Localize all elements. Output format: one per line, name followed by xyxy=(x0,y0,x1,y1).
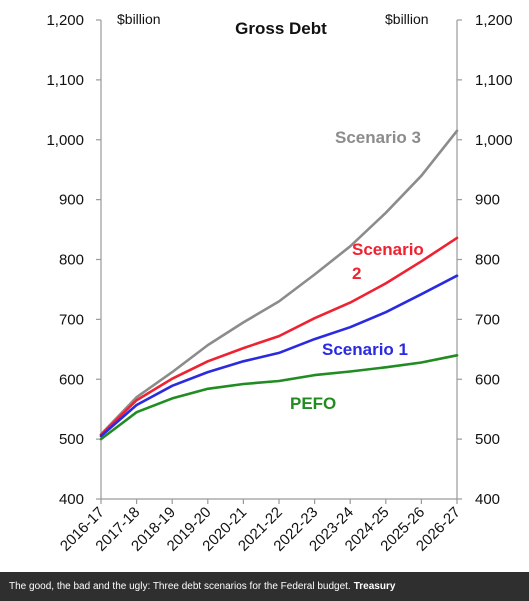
chart-title: Gross Debt xyxy=(235,19,327,38)
series-line-pefo xyxy=(99,353,459,441)
right-y-tick-label: 800 xyxy=(475,252,500,269)
caption-text: The good, the bad and the ugly: Three de… xyxy=(0,581,395,592)
left-y-tick-label: 400 xyxy=(59,491,84,508)
right-y-tick-label: 400 xyxy=(475,491,500,508)
right-axis-unit-label: $billion xyxy=(385,11,429,27)
left-y-tick-label: 600 xyxy=(59,371,84,388)
series-line-scenario-1 xyxy=(99,274,459,438)
series-lines xyxy=(99,129,459,441)
gross-debt-line-chart: 400 400 500 500 600 600 700 700 800 800 900 900 1,00… xyxy=(46,11,513,555)
left-y-tick-label: 1,100 xyxy=(46,72,84,89)
right-y-tick-label: 600 xyxy=(475,371,500,388)
series-label: Scenario 3 xyxy=(335,128,421,147)
left-y-tick-label: 1,200 xyxy=(46,12,84,29)
left-y-tick-label: 700 xyxy=(59,311,84,328)
right-y-tick-label: 500 xyxy=(475,431,500,448)
series-label: Scenario xyxy=(352,240,424,259)
right-y-tick-label: 1,200 xyxy=(475,12,513,29)
chart-area: 400 400 500 500 600 600 700 700 800 800 900 900 1,00… xyxy=(46,11,513,555)
caption-source: Treasury xyxy=(353,581,396,592)
series-label: 2 xyxy=(352,264,361,283)
left-y-tick-label: 500 xyxy=(59,431,84,448)
series-line-scenario-2 xyxy=(99,236,459,437)
series-label: Scenario 1 xyxy=(322,340,408,359)
left-y-tick-label: 800 xyxy=(59,252,84,269)
right-y-tick-label: 1,100 xyxy=(475,72,513,89)
right-y-tick-label: 900 xyxy=(475,192,500,209)
caption-description: The good, the bad and the ugly: Three de… xyxy=(9,581,351,592)
series-line-scenario-3 xyxy=(99,129,459,436)
left-axis-unit-label: $billion xyxy=(117,11,161,27)
left-y-tick-label: 900 xyxy=(59,192,84,209)
left-y-tick-label: 1,000 xyxy=(46,132,84,149)
series-labels: Scenario 3 Scenario 2 Scenario 1 PEFO xyxy=(290,128,424,413)
right-y-tick-label: 1,000 xyxy=(475,132,513,149)
caption-bar: The good, the bad and the ugly: Three de… xyxy=(0,572,529,601)
series-label: PEFO xyxy=(290,394,336,413)
right-y-tick-label: 700 xyxy=(475,311,500,328)
